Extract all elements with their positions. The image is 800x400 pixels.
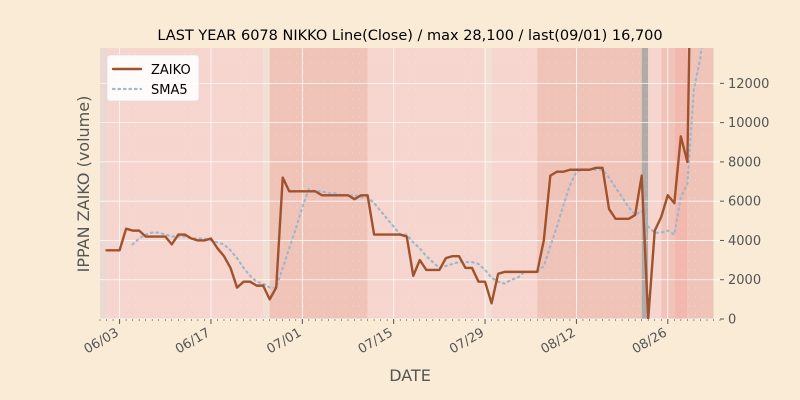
background-band [674,48,688,319]
x-axis-label: DATE [389,366,431,385]
background-band [687,48,714,319]
y-tick-label: 12000 [728,77,769,92]
legend-label-zaiko: ZAIKO [151,63,191,78]
legend-label-sma5: SMA5 [151,83,188,98]
x-tick-label: 06/03 [82,325,122,357]
y-tick-label: 4000 [728,234,761,249]
chart-title: LAST YEAR 6078 NIKKO Line(Close) / max 2… [157,28,662,44]
background-band [263,48,270,319]
series-line-zaiko [105,48,691,319]
x-tick-label: 07/29 [447,325,487,357]
legend: ZAIKO SMA5 [106,54,200,102]
background-band [537,48,642,319]
y-axis-label: IPPAN ZAIKO (volume) [74,96,93,273]
x-tick-label: 07/01 [264,325,304,357]
x-tick-label: 07/15 [356,325,396,357]
x-tick-label: 08/12 [538,325,578,357]
y-tick-label: 2000 [728,273,761,288]
background-band [367,48,486,319]
y-tick-label: 0 [728,313,736,328]
series-line-sma5 [131,48,703,289]
background-band [641,48,649,319]
y-tick-label: 6000 [728,195,761,210]
background-bands [100,48,720,319]
x-tick-label: 06/17 [173,325,213,357]
background-band [648,48,662,319]
y-tick-label: 8000 [728,155,761,170]
series-lines [105,48,703,319]
background-band [100,48,107,319]
y-tick-label: 10000 [728,116,769,131]
x-tick-label: 08/26 [630,325,670,357]
background-band [485,48,492,319]
